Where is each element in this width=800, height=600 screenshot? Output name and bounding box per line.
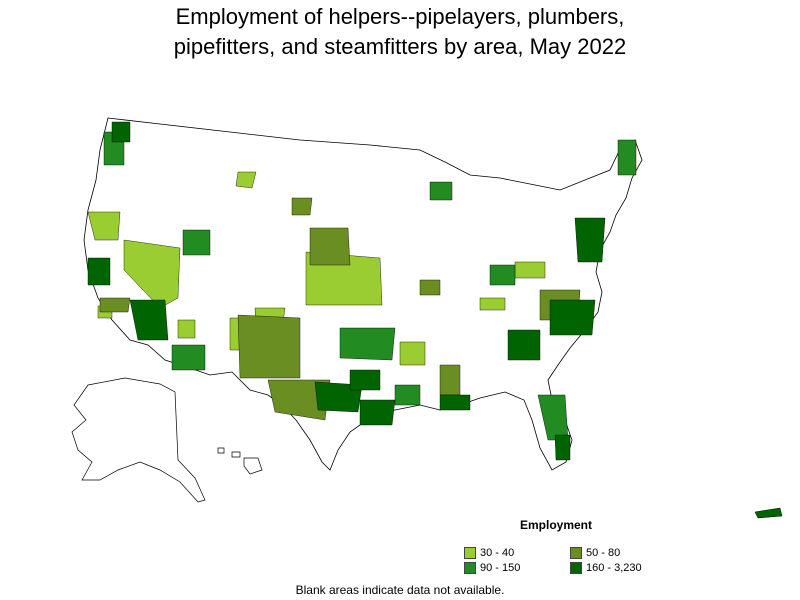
area-gulf-coast [439, 394, 471, 411]
area-arkansas [399, 341, 426, 366]
puerto-rico [754, 507, 783, 519]
legend-swatch-30-40 [464, 547, 476, 559]
legend-swatch-160-3230 [570, 562, 582, 574]
area-kentucky [479, 297, 506, 311]
area-louisiana [394, 384, 421, 406]
area-maine [617, 139, 637, 176]
legend-label-90-150: 90 - 150 [480, 562, 521, 574]
area-arizona-north [177, 319, 196, 339]
area-phoenix [129, 299, 169, 341]
area-utah [182, 229, 211, 256]
area-georgia [507, 329, 541, 361]
area-w-texas [267, 379, 331, 421]
area-montana [235, 171, 257, 189]
title-line-1: Employment of helpers--pipelayers, plumb… [175, 4, 625, 29]
area-nm-east [237, 314, 301, 379]
legend-item-90-150: 90 - 150 [464, 561, 520, 575]
legend-item-50-80: 50 - 80 [570, 546, 620, 560]
area-kansas [305, 251, 383, 306]
title-line-2: pipefitters, and steamfitters by area, M… [173, 34, 627, 59]
area-n-california [87, 211, 121, 241]
regions-160-3230 [87, 121, 606, 461]
area-nebraska [309, 227, 351, 266]
legend-item-30-40: 30 - 40 [464, 546, 514, 560]
area-oklahoma [339, 327, 396, 361]
legend-swatch-50-80 [570, 547, 582, 559]
legend-title: Employment [520, 518, 593, 532]
area-socal-2 [99, 297, 131, 313]
area-mississippi [439, 364, 461, 396]
legend-label-160-3230: 160 - 3,230 [586, 562, 642, 574]
area-wyoming [291, 197, 313, 216]
legend-swatch-90-150 [464, 562, 476, 574]
area-n-texas [349, 369, 381, 391]
map-title: Employment of helpers--pipelayers, plumb… [0, 2, 800, 62]
area-nevada [123, 239, 181, 309]
area-northeast [574, 217, 606, 263]
area-tucson [171, 344, 206, 371]
legend-label-50-80: 50 - 80 [586, 547, 621, 559]
area-wv [514, 261, 546, 279]
legend-label-30-40: 30 - 40 [480, 547, 515, 559]
regions-90-150 [103, 131, 637, 441]
area-houston [359, 399, 396, 426]
area-wisconsin [429, 181, 453, 201]
area-carolinas [549, 299, 596, 336]
area-missouri [419, 279, 441, 296]
area-seattle [111, 121, 131, 143]
hawaii-islands [217, 447, 263, 475]
no-data-note: Blank areas indicate data not available. [295, 583, 505, 597]
area-miami [554, 434, 571, 461]
legend-item-160-3230: 160 - 3,230 [570, 561, 642, 575]
area-bay-area [87, 257, 111, 286]
alaska-outline [71, 377, 206, 503]
area-ohio [489, 264, 516, 286]
